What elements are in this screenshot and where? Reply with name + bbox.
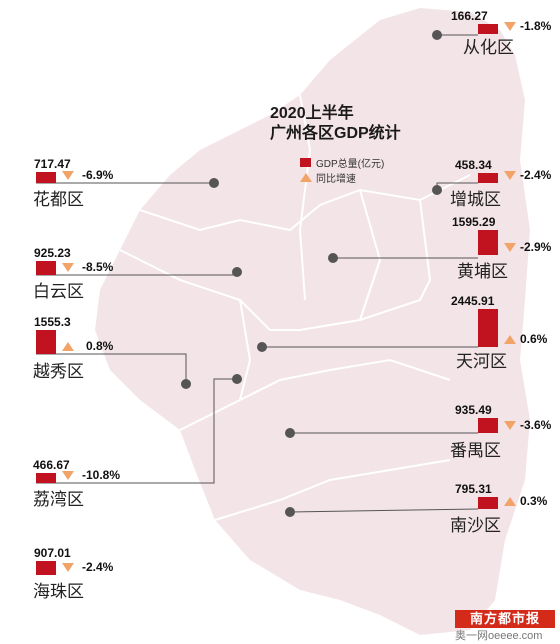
district-dot — [232, 374, 242, 384]
growth-label: -2.9% — [520, 240, 552, 254]
growth-label: 0.6% — [520, 332, 548, 346]
district-dot — [209, 178, 219, 188]
gdp-value-label: 1595.29 — [452, 215, 496, 229]
district-dot — [257, 342, 267, 352]
legend-gdp-label: GDP总量(亿元) — [316, 159, 385, 170]
growth-triangle-icon — [504, 22, 516, 31]
gdp-bar — [36, 473, 56, 483]
growth-triangle-icon — [62, 263, 74, 272]
district-name: 白云区 — [33, 282, 84, 301]
gdp-bar — [478, 497, 498, 509]
growth-triangle-icon — [62, 563, 74, 572]
gdp-bar — [36, 561, 56, 575]
gdp-value-label: 925.23 — [34, 246, 71, 260]
leader-line — [289, 508, 479, 513]
growth-label: -2.4% — [82, 560, 114, 574]
district-name: 越秀区 — [33, 362, 84, 381]
gdp-value-label: 935.49 — [455, 403, 492, 417]
newspaper-logo: 南方都市报 — [455, 610, 555, 628]
title-line-1: 2020上半年 — [270, 105, 354, 122]
gdp-bar — [36, 261, 56, 275]
gdp-value-label: 466.67 — [33, 458, 70, 472]
district-name: 黄埔区 — [457, 262, 508, 281]
map-region — [95, 8, 530, 635]
gdp-bar — [36, 172, 56, 183]
growth-label: -6.9% — [82, 168, 114, 182]
legend-growth-label: 同比增速 — [316, 174, 356, 185]
district-dot — [181, 379, 191, 389]
growth-label: -2.4% — [520, 168, 552, 182]
district-dot — [432, 185, 442, 195]
gdp-value-label: 717.47 — [34, 157, 71, 171]
growth-label: -8.5% — [82, 260, 114, 274]
growth-triangle-icon — [504, 421, 516, 430]
district-name: 南沙区 — [450, 516, 501, 535]
gdp-bar — [478, 173, 498, 183]
legend: GDP总量(亿元) 同比增速 — [300, 155, 384, 185]
district-name: 天河区 — [456, 352, 507, 371]
growth-label: -10.8% — [82, 468, 121, 482]
growth-label: 0.3% — [520, 494, 548, 508]
gdp-value-label: 907.01 — [34, 546, 71, 560]
district-name: 花都区 — [33, 190, 84, 209]
growth-triangle-icon — [504, 335, 516, 344]
growth-triangle-icon — [62, 171, 74, 180]
district-name: 荔湾区 — [33, 490, 84, 509]
growth-label: -1.8% — [520, 19, 552, 33]
district-name: 海珠区 — [33, 582, 84, 601]
growth-triangle-icon — [62, 471, 74, 480]
district-dot — [232, 267, 242, 277]
district-borders — [119, 94, 471, 521]
growth-triangle-icon — [504, 243, 516, 252]
gdp-bar — [478, 418, 498, 433]
gdp-bar — [36, 330, 56, 354]
gdp-value-label: 795.31 — [455, 482, 492, 496]
legend-bar-swatch — [300, 158, 311, 167]
watermark: 奥一网oeeee.com — [455, 630, 543, 642]
growth-triangle-icon — [62, 342, 74, 351]
district-name: 增城区 — [450, 190, 501, 209]
growth-triangle-icon — [504, 497, 516, 506]
leader-line — [36, 378, 237, 484]
gdp-value-label: 166.27 — [451, 9, 488, 23]
gdp-value-label: 1555.3 — [34, 315, 71, 329]
gdp-bar — [478, 24, 498, 34]
growth-label: -3.6% — [520, 418, 552, 432]
district-dot — [285, 507, 295, 517]
leader-line — [36, 353, 187, 384]
gdp-value-label: 2445.91 — [451, 294, 495, 308]
chart-title: 2020上半年 广州各区GDP统计 — [270, 104, 401, 144]
gdp-bar — [478, 230, 498, 255]
growth-triangle-icon — [504, 171, 516, 180]
district-dot — [328, 253, 338, 263]
gdp-bar — [478, 309, 498, 347]
district-name: 番禺区 — [450, 441, 501, 460]
legend-triangle-icon — [300, 173, 312, 182]
district-dot — [432, 30, 442, 40]
legend-gdp: GDP总量(亿元) — [300, 155, 384, 170]
title-line-2: 广州各区GDP统计 — [270, 125, 401, 142]
district-name: 从化区 — [463, 38, 514, 57]
district-dot — [285, 428, 295, 438]
legend-growth: 同比增速 — [300, 170, 384, 185]
leader-lines — [36, 30, 479, 517]
gdp-value-label: 458.34 — [455, 158, 492, 172]
growth-label: 0.8% — [86, 339, 114, 353]
